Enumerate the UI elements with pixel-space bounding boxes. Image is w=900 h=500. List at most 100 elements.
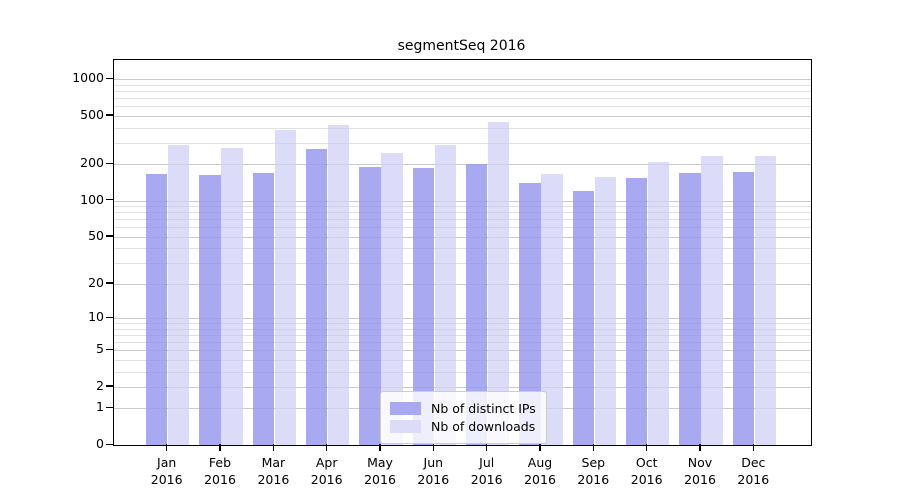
minor-gridline xyxy=(114,263,811,265)
major-gridline xyxy=(114,350,811,352)
x-tick-mark xyxy=(646,444,648,451)
minor-gridline xyxy=(114,323,811,325)
gridline-overlay xyxy=(114,106,811,108)
y-tick-label: 0 xyxy=(96,436,104,451)
bar-distinct-ips-nov xyxy=(679,172,701,445)
x-tick-mark xyxy=(326,444,328,451)
gridline-overlay xyxy=(114,236,811,238)
y-tick-mark xyxy=(106,199,113,201)
gridline-overlay xyxy=(114,206,811,208)
x-tick-label-mar: Mar 2016 xyxy=(257,455,290,487)
minor-gridline xyxy=(114,371,811,373)
minor-gridline xyxy=(114,342,811,343)
gridline-overlay xyxy=(114,227,811,229)
x-tick-label-may: May 2016 xyxy=(364,455,396,487)
bar-downloads-dec xyxy=(754,155,776,445)
legend-label: Nb of distinct IPs xyxy=(431,401,536,416)
minor-gridline xyxy=(114,206,811,208)
minor-gridline xyxy=(114,142,811,144)
y-tick-mark xyxy=(106,282,113,284)
major-gridline xyxy=(114,283,811,285)
legend-swatch-icon xyxy=(390,420,421,433)
minor-gridline xyxy=(114,212,811,214)
major-gridline xyxy=(114,318,811,320)
gridline-overlay xyxy=(114,84,811,86)
y-tick-mark xyxy=(106,316,113,318)
major-gridline xyxy=(114,79,811,81)
y-tick-label: 50 xyxy=(88,227,104,243)
x-tick-label-apr: Apr 2016 xyxy=(310,455,343,487)
legend-item-distinct-ips: Nb of distinct IPs xyxy=(390,401,536,416)
bar-downloads-feb xyxy=(221,147,243,445)
y-tick-label: 10 xyxy=(88,309,104,325)
legend: Nb of distinct IPs Nb of downloads xyxy=(380,391,547,444)
y-tick-label: 1000 xyxy=(72,70,104,86)
bar-distinct-ips-sep xyxy=(572,191,595,445)
minor-gridline xyxy=(114,91,811,92)
gridline-overlay xyxy=(114,359,811,361)
bar-distinct-ips-may xyxy=(359,166,381,445)
x-tick-label-oct: Oct 2016 xyxy=(630,455,663,487)
chart-title: segmentSeq 2016 xyxy=(397,38,526,54)
x-tick-mark xyxy=(166,444,168,451)
y-tick-mark xyxy=(106,443,113,445)
bar-downloads-jun xyxy=(434,145,456,445)
minor-gridline xyxy=(114,106,811,108)
gridline-overlay xyxy=(114,334,811,336)
minor-gridline xyxy=(114,328,811,330)
gridline-overlay xyxy=(114,386,811,388)
minor-gridline xyxy=(114,248,811,250)
minor-gridline xyxy=(114,359,811,361)
bar-distinct-ips-oct xyxy=(626,178,648,445)
gridline-overlay xyxy=(114,328,811,330)
minor-gridline xyxy=(114,84,811,86)
x-tick-mark xyxy=(752,444,754,451)
bar-downloads-aug xyxy=(541,173,563,445)
gridline-overlay xyxy=(114,91,811,92)
bar-distinct-ips-aug xyxy=(519,183,541,445)
bar-downloads-oct xyxy=(647,162,670,445)
x-tick-label-feb: Feb 2016 xyxy=(204,455,236,487)
y-tick-label: 5 xyxy=(96,341,104,357)
bar-downloads-mar xyxy=(274,130,296,445)
y-tick-mark xyxy=(106,406,113,409)
gridline-overlay xyxy=(114,98,811,100)
x-tick-label-aug: Aug 2016 xyxy=(524,455,556,487)
gridline-overlay xyxy=(114,350,811,352)
y-tick-mark xyxy=(106,385,113,387)
legend-swatch-icon xyxy=(390,402,421,415)
gridline-overlay xyxy=(114,115,811,117)
x-tick-mark xyxy=(539,444,541,451)
gridline-overlay xyxy=(114,142,811,144)
bar-distinct-ips-mar xyxy=(252,172,275,445)
x-tick-mark xyxy=(699,444,701,451)
x-tick-mark xyxy=(219,444,221,451)
x-tick-mark xyxy=(486,444,488,451)
bar-distinct-ips-apr xyxy=(306,149,328,445)
gridline-overlay xyxy=(114,200,811,202)
gridline-overlay xyxy=(114,248,811,250)
major-gridline xyxy=(114,164,811,166)
x-tick-label-jul: Jul 2016 xyxy=(470,455,503,487)
bar-downloads-may xyxy=(381,152,403,445)
bar-downloads-jul xyxy=(487,121,510,445)
y-tick-mark xyxy=(106,348,113,350)
x-tick-label-nov: Nov 2016 xyxy=(684,455,716,487)
y-tick-label: 1 xyxy=(96,399,104,415)
gridline-overlay xyxy=(114,371,811,373)
bar-distinct-ips-jun xyxy=(412,168,435,445)
x-tick-mark xyxy=(272,444,274,451)
y-tick-label: 200 xyxy=(80,155,104,171)
bar-downloads-apr xyxy=(327,125,350,445)
gridline-overlay xyxy=(114,283,811,285)
major-gridline xyxy=(114,386,811,388)
bar-distinct-ips-dec xyxy=(732,172,755,445)
x-tick-mark xyxy=(379,444,381,451)
y-tick-label: 20 xyxy=(88,274,104,290)
minor-gridline xyxy=(114,98,811,100)
gridline-overlay xyxy=(114,219,811,221)
legend-item-downloads: Nb of downloads xyxy=(390,419,536,434)
x-tick-label-sep: Sep 2016 xyxy=(577,455,610,487)
bar-downloads-nov xyxy=(701,155,723,445)
y-tick-label: 100 xyxy=(80,191,104,207)
